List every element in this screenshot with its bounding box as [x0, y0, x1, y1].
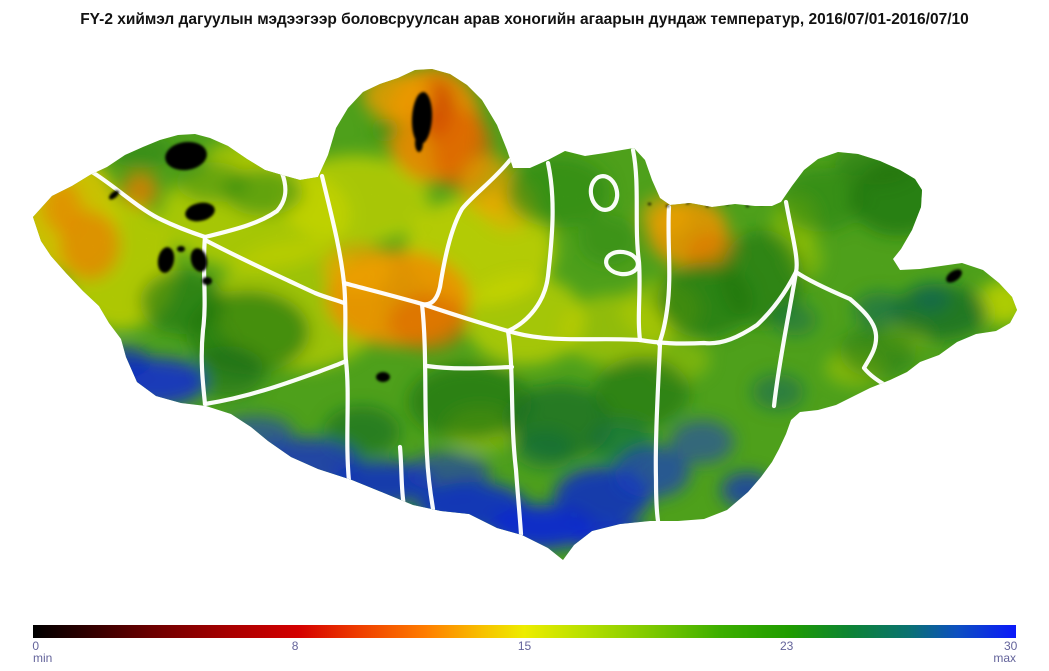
lake-khyargas	[185, 202, 215, 222]
legend-gradient-bar	[33, 625, 1016, 638]
temperature-field	[33, 69, 1017, 560]
map-title: FY-2 хиймэл дагуулын мэдээгээр боловсруу…	[80, 11, 969, 28]
lake-uvs	[165, 141, 207, 171]
legend-min-label: min	[33, 651, 53, 665]
legend-minmax: min max	[33, 651, 1016, 665]
lake-small	[109, 190, 119, 200]
legend-tick: 15	[517, 639, 532, 653]
lake-khar-us	[157, 247, 175, 273]
lake-buir	[946, 269, 962, 283]
lake-small	[376, 372, 390, 382]
legend-ticks: 0 8 15 23 30	[32, 638, 1018, 653]
legend-tick: 30	[1003, 639, 1018, 653]
legend-max-label: max	[993, 651, 1016, 665]
legend-tick: 8	[291, 639, 299, 653]
lake-khar	[190, 248, 208, 272]
legend-tick: 0	[32, 639, 40, 653]
lake-khovsgol-tail	[415, 134, 423, 152]
lake-small	[177, 246, 185, 252]
lake-small	[202, 277, 212, 285]
lakes	[109, 92, 962, 382]
legend-tick: 23	[779, 639, 794, 653]
lake-khovsgol	[411, 92, 433, 144]
legend: 0 8 15 23 30 min max	[32, 625, 1018, 665]
map-noise	[33, 69, 1017, 560]
